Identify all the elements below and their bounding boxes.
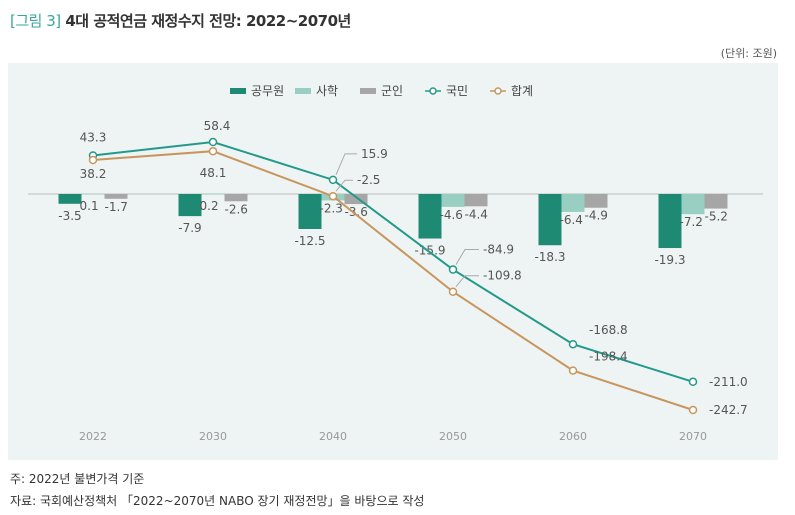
bar-label: -4.6	[440, 208, 463, 222]
x-tick-label: 2060	[559, 430, 587, 443]
bar-군인-2030	[224, 194, 248, 202]
bar-label: -4.9	[585, 209, 608, 223]
marker-합계-2022	[88, 155, 98, 165]
bar-사학-2022	[81, 193, 105, 195]
bar-label: -4.4	[465, 207, 488, 221]
bar-공무원-2022	[58, 194, 82, 204]
leader-line	[335, 179, 353, 192]
bar-label: -12.5	[294, 234, 325, 248]
chart: 공무원 사학 군인 국민 합계 -3.5 -7.9 -12.5 -15.9 -18.3 -19.3 0…	[28, 84, 763, 443]
bar-공무원-2030	[178, 194, 202, 217]
unit-label: (단위: 조원)	[720, 47, 777, 60]
legend-marker	[429, 87, 437, 95]
bar-label: -2.3	[320, 201, 343, 215]
line-label-국민: -168.8	[589, 323, 628, 337]
bar-label: -3.6	[345, 205, 368, 219]
x-tick-label: 2022	[79, 430, 107, 443]
line-label-합계: -242.7	[709, 403, 748, 417]
figure-title: [그림 3] 4대 공적연금 재정수지 전망: 2022~2070년	[10, 10, 351, 31]
bar-사학-2070	[681, 194, 705, 215]
x-tick-label: 2050	[439, 430, 467, 443]
legend-label: 합계	[511, 84, 533, 98]
marker-국민-2060	[568, 339, 578, 349]
legend-label: 군인	[381, 84, 403, 98]
bar-군인-2050	[464, 194, 488, 207]
bar-label: -6.4	[560, 213, 583, 227]
line-label-국민: 43.3	[80, 130, 107, 144]
bar-label: -15.9	[414, 244, 445, 258]
leader-line	[335, 153, 357, 176]
bar-label: -2.6	[225, 202, 248, 216]
marker-합계-2040	[328, 191, 338, 201]
line-label-합계: -109.8	[483, 269, 522, 283]
leader-line	[455, 275, 479, 288]
leader-line	[455, 249, 479, 265]
marker-합계-2030	[208, 146, 218, 156]
line-label-합계: -198.4	[589, 350, 628, 364]
bar-label: -7.2	[680, 215, 703, 229]
bar-label: 0.1	[80, 199, 99, 213]
line-label-국민: -84.9	[483, 243, 514, 257]
bar-label: -3.5	[58, 209, 81, 223]
bar-공무원-2040	[298, 194, 322, 229]
marker-국민-2040	[328, 175, 338, 185]
bar-사학-2050	[441, 194, 465, 207]
line-국민	[92, 141, 694, 383]
line-label-합계: 38.2	[80, 167, 107, 181]
bar-label: -5.2	[705, 210, 728, 224]
bar-사학-2030	[201, 193, 225, 194]
bar-공무원-2060	[538, 194, 562, 246]
bar-label: -1.7	[105, 200, 128, 214]
chart-panel: 공무원 사학 군인 국민 합계 -3.5 -7.9 -12.5 -15.9 -18.3 -19.3 0…	[8, 63, 778, 460]
legend-label: 사학	[316, 84, 338, 98]
legend-swatch-공무원	[230, 88, 246, 94]
line-label-국민: 15.9	[361, 147, 388, 161]
bar-군인-2022	[104, 194, 128, 199]
bar-label: -7.9	[178, 221, 201, 235]
legend-swatch-군인	[360, 88, 376, 94]
line-label-합계: -2.5	[357, 173, 380, 187]
bar-군인-2060	[584, 194, 608, 208]
footnote: 주: 2022년 불변가격 기준	[10, 472, 145, 486]
bar-공무원-2070	[658, 194, 682, 249]
bar-군인-2040	[344, 194, 368, 205]
line-label-국민: 58.4	[204, 119, 231, 133]
bar-label: 0.2	[200, 199, 219, 213]
bar-군인-2070	[704, 194, 728, 209]
legend-swatch-사학	[295, 88, 311, 94]
legend-label: 국민	[446, 84, 468, 98]
line-label-국민: -211.0	[709, 375, 748, 389]
line-합계	[92, 150, 694, 411]
source-note: 자료: 국회예산정책처 「2022~2070년 NABO 장기 재정전망」을 바…	[10, 494, 425, 508]
line-label-합계: 48.1	[200, 166, 227, 180]
x-tick-label: 2030	[199, 430, 227, 443]
bar-label: -19.3	[654, 253, 685, 267]
bar-사학-2060	[561, 194, 585, 212]
figure-title-text: 4대 공적연금 재정수지 전망: 2022~2070년	[65, 12, 351, 30]
bar-공무원-2050	[418, 194, 442, 239]
marker-합계-2070	[688, 405, 698, 415]
marker-국민-2050	[448, 265, 458, 274]
legend-label: 공무원	[251, 84, 284, 98]
x-tick-label: 2070	[679, 430, 707, 443]
marker-합계-2060	[568, 366, 578, 375]
marker-국민-2070	[688, 377, 698, 387]
marker-국민-2030	[208, 137, 218, 147]
legend-marker	[494, 87, 502, 95]
marker-합계-2050	[448, 287, 458, 296]
figure-tag: [그림 3]	[10, 12, 61, 30]
bar-label: -18.3	[534, 250, 565, 264]
x-tick-label: 2040	[319, 430, 347, 443]
